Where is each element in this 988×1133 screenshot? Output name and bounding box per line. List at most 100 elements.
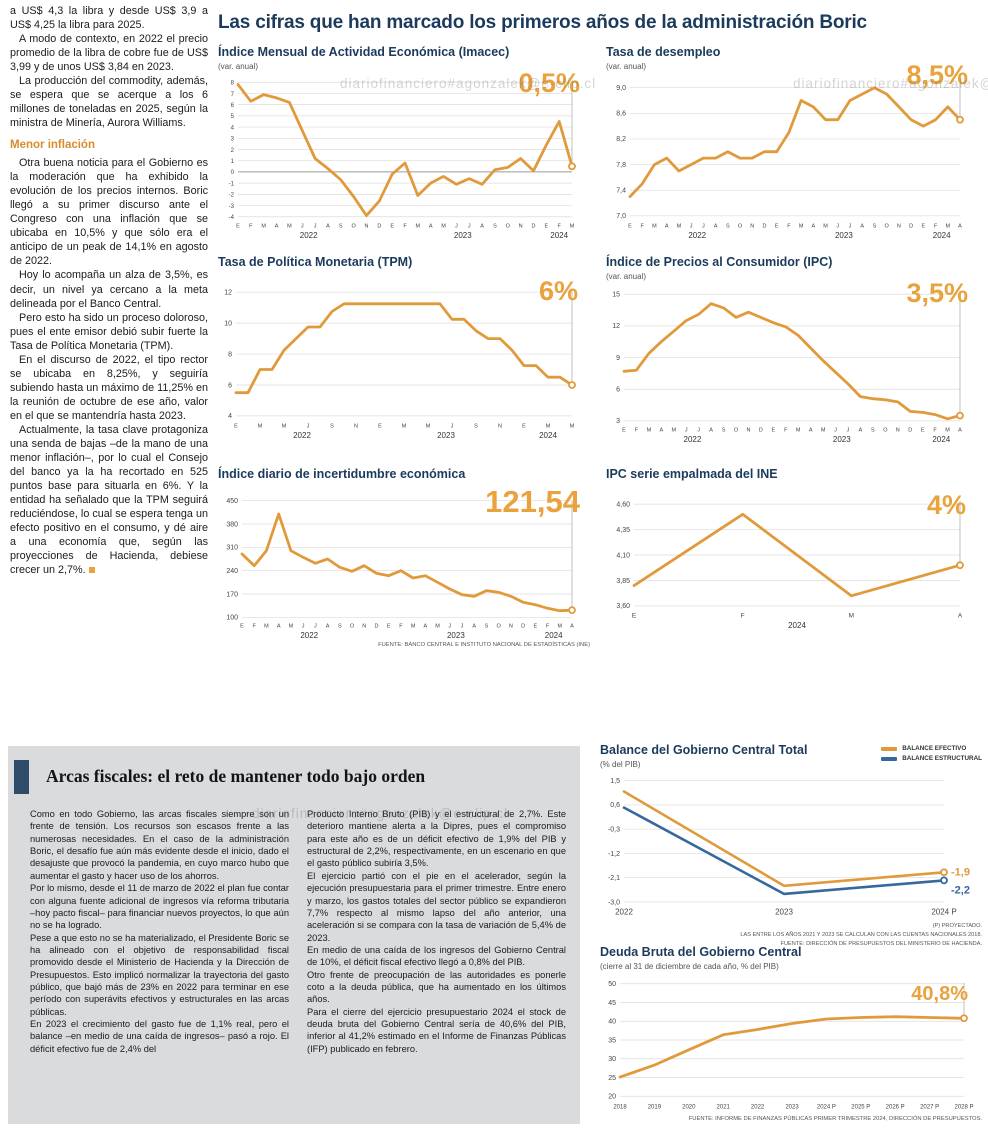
chart-subtitle: (% del PIB)	[600, 759, 641, 769]
svg-text:J: J	[847, 427, 850, 433]
svg-text:D: D	[759, 427, 763, 433]
svg-text:2023: 2023	[785, 1104, 799, 1110]
svg-text:F: F	[784, 427, 788, 433]
svg-text:2022: 2022	[293, 431, 311, 440]
svg-text:F: F	[546, 623, 550, 629]
svg-text:2022: 2022	[688, 231, 706, 240]
svg-text:E: E	[771, 427, 775, 433]
svg-text:O: O	[885, 223, 890, 229]
svg-text:30: 30	[608, 1056, 616, 1063]
svg-text:M: M	[264, 623, 269, 629]
svg-text:12: 12	[224, 289, 232, 296]
svg-text:8: 8	[228, 351, 232, 358]
svg-text:4,10: 4,10	[616, 552, 630, 559]
svg-text:A: A	[859, 427, 863, 433]
svg-text:J: J	[849, 223, 852, 229]
svg-text:E: E	[240, 623, 244, 629]
fiscal-article-col1: Como en todo Gobierno, las arcas fiscale…	[30, 809, 289, 1054]
svg-text:E: E	[775, 223, 779, 229]
chart-source: FUENTE: BANCO CENTRAL E INSTITUTO NACION…	[378, 641, 590, 648]
svg-text:S: S	[493, 223, 497, 229]
svg-text:E: E	[622, 427, 626, 433]
svg-text:2024: 2024	[932, 435, 950, 444]
svg-text:2024: 2024	[550, 231, 568, 240]
svg-text:M: M	[435, 623, 440, 629]
svg-text:15: 15	[612, 291, 620, 298]
svg-text:-2: -2	[229, 192, 235, 198]
svg-text:F: F	[933, 427, 937, 433]
svg-text:20: 20	[608, 1093, 616, 1100]
svg-text:E: E	[544, 223, 548, 229]
svg-text:O: O	[351, 223, 356, 229]
svg-text:7,4: 7,4	[616, 187, 626, 194]
svg-text:2023: 2023	[775, 907, 793, 916]
svg-text:M: M	[289, 623, 294, 629]
svg-text:40: 40	[608, 1018, 616, 1025]
svg-text:4: 4	[228, 413, 232, 420]
chart-highlight-value: 4%	[926, 490, 966, 520]
page-title: Las cifras que han marcado los primeros …	[218, 12, 867, 33]
svg-text:A: A	[326, 623, 330, 629]
legend-item-efectivo: BALANCE EFECTIVO	[881, 745, 982, 752]
svg-text:D: D	[909, 223, 913, 229]
chart-highlight-value: 8,5%	[906, 60, 968, 90]
svg-text:E: E	[533, 623, 537, 629]
fiscal-article-col2: Producto Interno Bruto (PIB) y el estruc…	[307, 809, 566, 1054]
chart-card-desempleo: Tasa de desempleo (var. anual) 9,0 8,6 8,2…	[606, 45, 978, 240]
svg-text:12: 12	[612, 323, 620, 330]
svg-text:2021: 2021	[717, 1104, 731, 1110]
svg-text:M: M	[441, 223, 446, 229]
svg-text:M: M	[823, 223, 828, 229]
incertidumbre-line-chart: 450 380 310 240 170 100 E F M A M J J A S O N D E F M A M J J A S O…	[218, 490, 590, 640]
svg-text:M: M	[258, 423, 263, 429]
svg-text:10: 10	[224, 320, 232, 327]
chart-subtitle: (cierre al 31 de diciembre de cada año, …	[600, 961, 779, 971]
svg-text:J: J	[685, 427, 688, 433]
article-paragraphs: Otra buena noticia para el Gobierno es l…	[10, 157, 208, 577]
svg-text:A: A	[958, 427, 962, 433]
svg-text:2023: 2023	[437, 431, 455, 440]
svg-text:M: M	[647, 427, 652, 433]
svg-text:N: N	[896, 427, 900, 433]
ipc-empalmada-line-chart: 4,60 4,35 4,10 3,85 3,60 E F M A 2024	[606, 490, 978, 630]
svg-text:A: A	[326, 223, 330, 229]
svg-text:O: O	[883, 427, 888, 433]
svg-text:4,35: 4,35	[616, 527, 630, 534]
svg-text:2028 P: 2028 P	[954, 1104, 973, 1110]
svg-text:N: N	[519, 223, 523, 229]
svg-text:N: N	[746, 427, 750, 433]
chart-legend: BALANCE EFECTIVO BALANCE ESTRUCTURAL	[881, 745, 982, 762]
chart-title: Tasa de desempleo	[606, 45, 721, 59]
svg-text:M: M	[416, 223, 421, 229]
svg-text:2022: 2022	[300, 631, 318, 640]
svg-text:D: D	[531, 223, 535, 229]
svg-text:A: A	[275, 223, 279, 229]
svg-text:2027 P: 2027 P	[920, 1104, 939, 1110]
svg-text:M: M	[411, 623, 416, 629]
svg-text:2025 P: 2025 P	[851, 1104, 870, 1110]
svg-text:J: J	[314, 623, 317, 629]
svg-text:D: D	[377, 223, 381, 229]
legend-swatch-blue	[881, 756, 898, 761]
svg-text:S: S	[330, 423, 334, 429]
article-subheading: Menor inflación	[10, 139, 95, 152]
chart-highlight-value: 6%	[538, 276, 578, 306]
svg-text:6: 6	[228, 382, 232, 389]
svg-text:D: D	[374, 623, 378, 629]
svg-text:A: A	[429, 223, 433, 229]
svg-text:J: J	[468, 223, 471, 229]
svg-text:O: O	[350, 623, 355, 629]
svg-text:J: J	[836, 223, 839, 229]
svg-text:25: 25	[608, 1075, 616, 1082]
svg-text:2018: 2018	[613, 1104, 627, 1110]
svg-text:A: A	[570, 623, 574, 629]
svg-text:-3,0: -3,0	[608, 899, 620, 906]
svg-text:J: J	[690, 223, 693, 229]
svg-text:M: M	[557, 623, 562, 629]
svg-text:A: A	[472, 623, 476, 629]
svg-text:1,5: 1,5	[610, 778, 620, 785]
svg-text:-1,2: -1,2	[608, 851, 620, 858]
svg-text:M: M	[799, 223, 804, 229]
svg-text:F: F	[787, 223, 791, 229]
svg-text:2019: 2019	[648, 1104, 662, 1110]
